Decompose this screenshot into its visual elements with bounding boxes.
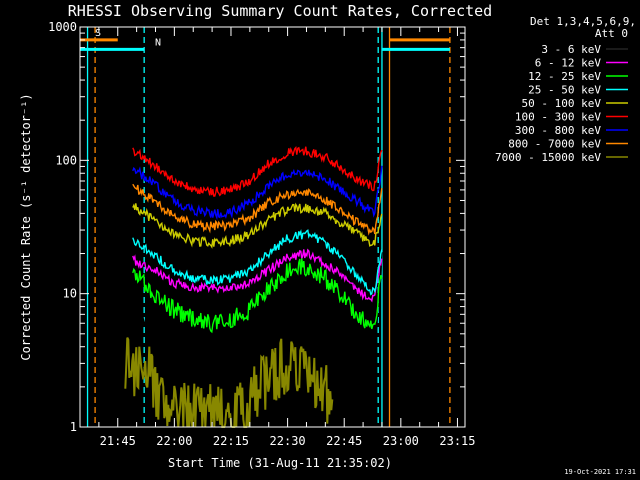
legend-header-line-2: Att 0 xyxy=(595,27,628,40)
flag-label: S xyxy=(95,28,101,39)
flag-label: N xyxy=(155,37,161,48)
series-line xyxy=(124,337,334,428)
x-tick-label: 23:15 xyxy=(439,434,475,448)
x-axis-label: Start Time (31-Aug-11 21:35:02) xyxy=(168,456,392,470)
plot-frame xyxy=(79,26,466,428)
legend-label: 300 - 800 keV xyxy=(515,124,601,137)
legend-label: 800 - 7000 keV xyxy=(508,138,601,151)
series-line xyxy=(132,146,383,197)
legend-label: 6 - 12 keV xyxy=(535,57,602,70)
x-tick-label: 21:45 xyxy=(100,434,136,448)
x-tick-label: 23:00 xyxy=(383,434,419,448)
series-line xyxy=(132,202,383,249)
series-line xyxy=(132,165,383,221)
series-line xyxy=(132,229,383,296)
timestamp: 19-Oct-2021 17:31 xyxy=(564,468,636,476)
y-tick-label: 1000 xyxy=(48,20,77,34)
legend-label: 3 - 6 keV xyxy=(541,43,601,56)
y-tick-label: 100 xyxy=(55,153,77,167)
legend-label: 7000 - 15000 keV xyxy=(495,151,601,164)
series-line xyxy=(132,183,383,236)
y-tick-label: 1 xyxy=(70,420,77,434)
x-tick-label: 22:15 xyxy=(213,434,249,448)
x-tick-label: 22:00 xyxy=(156,434,192,448)
chart-title: RHESSI Observing Summary Count Rates, Co… xyxy=(68,2,492,20)
legend-label: 25 - 50 keV xyxy=(528,84,601,97)
legend-label: 12 - 25 keV xyxy=(528,70,601,83)
x-tick-label: 22:45 xyxy=(326,434,362,448)
series-line xyxy=(132,248,383,303)
y-axis-label: Corrected Count Rate (s⁻¹ detector⁻¹) xyxy=(19,93,33,360)
legend-label: 50 - 100 keV xyxy=(522,97,602,110)
x-tick-label: 22:30 xyxy=(270,434,306,448)
series-line xyxy=(132,252,383,370)
legend-label: 100 - 300 keV xyxy=(515,111,601,124)
series-line xyxy=(132,258,383,334)
y-tick-label: 10 xyxy=(63,287,77,301)
legend-header-line-1: Det 1,3,4,5,6,9, xyxy=(530,15,636,28)
